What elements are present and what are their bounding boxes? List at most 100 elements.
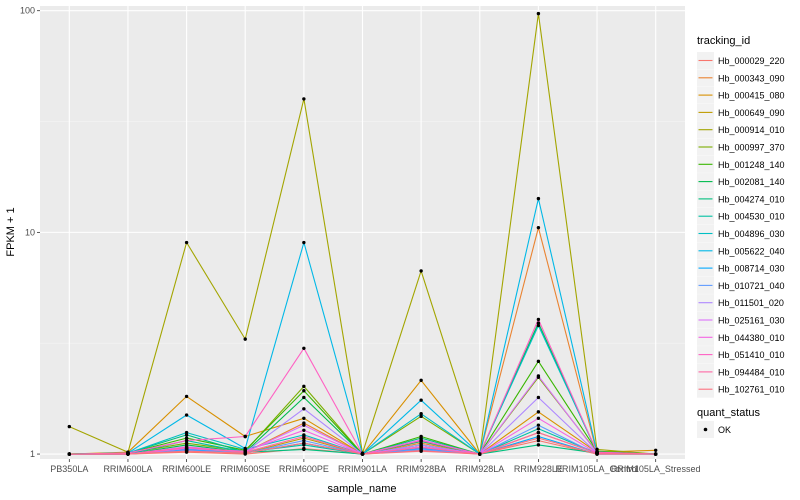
data-point: [302, 441, 306, 445]
x-tick-label: PB350LA: [50, 464, 88, 474]
data-point: [360, 452, 365, 456]
data-point: [595, 452, 599, 456]
legend-label: Hb_000997_370: [718, 143, 785, 153]
x-axis: PB350LA RRIM600LA RRIM600LE RRIM600SE RRIM60…: [50, 459, 700, 474]
data-point: [184, 449, 189, 453]
data-point: [184, 240, 189, 245]
legend-label: Hb_102761_010: [718, 385, 785, 395]
legend-label: Hb_004274_010: [718, 194, 785, 204]
data-point: [536, 423, 541, 427]
data-point: [536, 225, 541, 230]
legend-label: Hb_004530_010: [718, 212, 785, 222]
data-point: [536, 317, 541, 322]
data-point: [419, 412, 423, 416]
data-point: [419, 438, 423, 443]
color-legend: tracking_id Hb_000029_220 Hb_000343_090 Hb…: [697, 35, 785, 398]
data-point: [419, 449, 423, 453]
data-point: [243, 451, 247, 455]
data-point: [184, 436, 189, 440]
legend-label: Hb_000914_010: [718, 125, 785, 135]
data-point: [184, 438, 189, 443]
x-tick-label: RRIM105LA_Control: [556, 464, 639, 474]
legend-label: Hb_000649_090: [718, 108, 785, 118]
data-point: [536, 430, 541, 435]
y-axis-title: FPKM + 1: [5, 207, 17, 256]
data-point: [536, 443, 541, 447]
data-point: [126, 452, 130, 456]
x-tick-label: RRIM928LE: [514, 464, 563, 474]
data-point: [419, 378, 423, 383]
data-point: [536, 436, 541, 440]
data-point: [243, 446, 247, 451]
y-axis: 1 10 100: [20, 6, 40, 459]
legend-label: Hb_025161_030: [718, 316, 785, 326]
shape-legend-label: OK: [718, 425, 731, 435]
legend-label: Hb_000343_090: [718, 73, 785, 83]
legend-label: Hb_094484_010: [718, 367, 785, 377]
data-point: [184, 445, 189, 450]
legend-label: Hb_011501_020: [718, 298, 784, 308]
x-tick-label: RRIM901LA: [338, 464, 387, 474]
data-point: [302, 428, 306, 432]
data-point: [419, 445, 423, 450]
data-point: [536, 438, 541, 443]
data-point: [419, 414, 423, 419]
legend-label: Hb_001248_140: [718, 160, 785, 170]
x-axis-title: sample_name: [327, 483, 396, 495]
data-point: [302, 423, 306, 427]
legend-label: Hb_044380_010: [718, 333, 785, 343]
shape-legend-title: quant_status: [697, 407, 760, 419]
data-point: [302, 384, 306, 389]
data-point: [184, 430, 189, 435]
legend-label: Hb_000415_080: [718, 91, 785, 101]
data-point: [302, 346, 306, 350]
x-tick-label: RRIM600LE: [162, 464, 211, 474]
data-point: [243, 434, 247, 439]
data-point: [536, 323, 541, 328]
data-point: [536, 196, 541, 201]
data-point: [419, 398, 423, 402]
x-tick-label: RRIM928BA: [396, 464, 446, 474]
y-tick-label: 1: [30, 449, 35, 459]
data-point: [302, 407, 306, 411]
series-points: [67, 11, 658, 456]
legend-title: tracking_id: [697, 35, 750, 47]
legend-label: Hb_002081_140: [718, 177, 785, 187]
legend-label: Hb_008714_030: [718, 264, 785, 274]
data-point: [302, 240, 306, 245]
y-tick-label: 10: [25, 227, 35, 237]
data-point: [536, 416, 541, 420]
data-point: [536, 410, 541, 414]
legend-label: Hb_051410_010: [718, 350, 785, 360]
data-point: [302, 438, 306, 443]
data-point: [67, 452, 72, 456]
shape-legend: quant_status OK: [697, 407, 760, 438]
data-point: [67, 424, 72, 429]
data-point: [302, 97, 306, 101]
data-point: [536, 395, 541, 400]
data-point: [302, 395, 306, 400]
legend-label: Hb_010721_040: [718, 281, 785, 291]
data-point: [302, 416, 306, 420]
data-point: [653, 448, 658, 452]
x-tick-label: RRIM600PE: [279, 464, 329, 474]
legend-label: Hb_000029_220: [718, 56, 785, 66]
shape-legend-point: [703, 427, 708, 432]
x-tick-label: RRIM600SE: [220, 464, 270, 474]
y-tick-label: 100: [20, 6, 35, 16]
data-point: [536, 427, 541, 431]
data-point: [184, 413, 189, 417]
data-point: [419, 269, 423, 273]
x-tick-label: RRIM105LA_Stressed: [611, 464, 701, 474]
data-point: [184, 433, 189, 437]
data-point: [478, 452, 482, 456]
data-point: [536, 321, 541, 325]
data-point: [536, 11, 541, 16]
data-point: [536, 374, 541, 378]
data-point: [243, 337, 247, 341]
data-point: [302, 389, 306, 393]
data-point: [536, 359, 541, 364]
data-point: [302, 434, 306, 439]
data-point: [184, 394, 189, 399]
